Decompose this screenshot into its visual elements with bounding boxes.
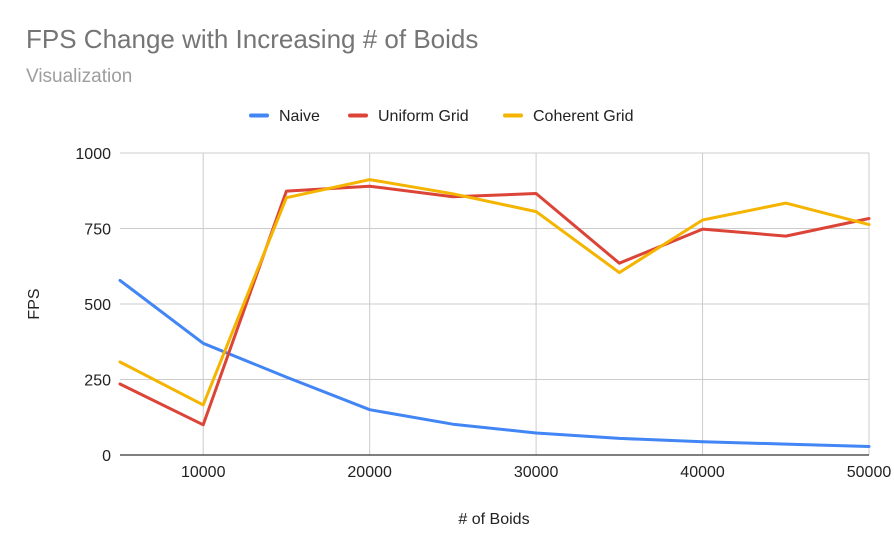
series-line-uniform-grid (118, 184, 871, 427)
legend-label: Naive (279, 108, 320, 125)
series-lines (118, 178, 871, 448)
x-tick-label: 30000 (514, 464, 559, 481)
y-tick-label: 1000 (75, 146, 111, 163)
axes: 0 250 500 750 1000 10000 20000 30000 40000 50000 (75, 146, 891, 481)
x-tick-label: 10000 (181, 464, 226, 481)
chart-title: FPS Change with Increasing # of Boids (26, 24, 479, 54)
legend-label: Uniform Grid (378, 108, 469, 125)
grid (120, 152, 870, 455)
chart-subtitle: Visualization (26, 66, 133, 87)
x-tick-label: 40000 (680, 464, 725, 481)
legend-label: Coherent Grid (533, 108, 634, 125)
legend-swatch (503, 113, 523, 118)
x-axis-title: # of Boids (458, 511, 529, 528)
legend-swatch (249, 113, 269, 118)
series-line-coherent-grid (118, 178, 871, 407)
x-tick-label: 20000 (347, 464, 392, 481)
y-tick-label: 750 (84, 222, 111, 239)
legend-swatch (348, 113, 368, 118)
y-tick-label: 0 (102, 448, 111, 465)
series-line-naive (118, 278, 871, 448)
legend: Naive Uniform Grid Coherent Grid (249, 108, 634, 125)
y-axis-title: FPS (26, 288, 43, 319)
y-tick-label: 250 (84, 373, 111, 390)
x-tick-label: 50000 (847, 464, 892, 481)
y-tick-label: 500 (84, 297, 111, 314)
